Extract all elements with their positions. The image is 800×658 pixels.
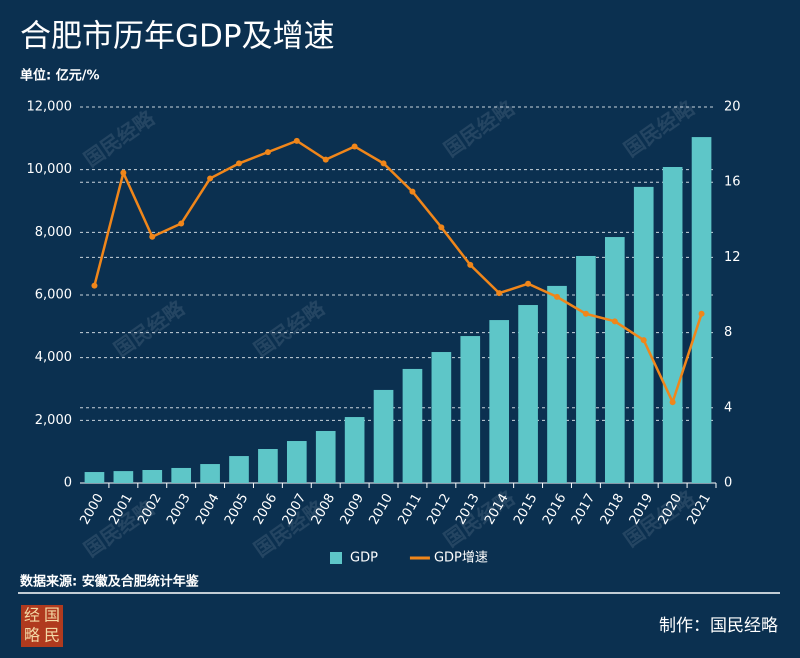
logo-char: 国 [44, 606, 60, 625]
bar [489, 320, 510, 483]
logo: 经 国 略 民 [21, 605, 63, 647]
point [293, 137, 300, 144]
point [611, 318, 618, 325]
point [438, 224, 445, 231]
y2-tick-label: 20 [724, 100, 741, 115]
bar [604, 237, 625, 483]
y2-tick-label: 4 [724, 400, 732, 415]
y2-tick-label: 8 [724, 325, 732, 340]
bar [113, 471, 134, 483]
bar [691, 137, 712, 483]
bar [518, 305, 538, 483]
point [525, 280, 532, 287]
logo-char: 经 [24, 606, 40, 625]
line [93, 139, 703, 406]
y2-tick-label: 0 [724, 476, 732, 491]
point [149, 233, 156, 240]
point [582, 310, 589, 317]
y-tick-label: 10,000 [27, 162, 73, 177]
bar [200, 464, 220, 483]
bar [344, 417, 365, 483]
point [236, 160, 242, 167]
bar [547, 285, 567, 483]
point [467, 261, 474, 268]
point [207, 175, 214, 182]
bar [142, 469, 163, 483]
bar [633, 186, 654, 483]
logo-char: 民 [44, 626, 60, 645]
logo-char: 略 [24, 626, 40, 645]
legend-label: GDP增速 [434, 551, 488, 566]
point [640, 337, 647, 344]
bar [171, 467, 192, 483]
bar [229, 456, 249, 483]
legend-label: GDP [350, 551, 378, 566]
unit-label: 单位: 亿元/% [20, 68, 100, 84]
bar [84, 472, 105, 483]
chart-title: 合肥市历年GDP及增速 [20, 19, 335, 55]
y-tick-label: 8,000 [35, 225, 72, 240]
y2-tick-label: 16 [724, 175, 741, 190]
credit: 制作：国民经略 [659, 616, 778, 636]
point [496, 290, 503, 297]
y2-tick-label: 12 [724, 250, 741, 265]
y-tick-label: 4,000 [35, 350, 72, 365]
point [322, 156, 329, 163]
point [120, 169, 127, 176]
point [178, 220, 185, 227]
bar [402, 368, 423, 483]
point [91, 282, 98, 289]
y-tick-label: 12,000 [27, 100, 73, 115]
bar [431, 352, 452, 483]
bar [662, 167, 683, 483]
source: 数据来源: 安徽及合肥统计年鉴 [20, 574, 200, 590]
bar [258, 449, 278, 483]
y-tick-label: 0 [64, 476, 72, 491]
bar [373, 389, 394, 483]
point [698, 310, 705, 317]
bar [286, 441, 307, 483]
point [351, 143, 358, 150]
y-tick-label: 2,000 [35, 413, 72, 428]
point [554, 293, 560, 300]
bar [460, 336, 481, 483]
point [380, 160, 387, 167]
legend-swatch [330, 552, 342, 564]
y-tick-label: 6,000 [35, 288, 72, 303]
point [264, 149, 271, 156]
logo-box [21, 605, 63, 647]
bar [315, 430, 336, 483]
point [409, 188, 416, 195]
bar [576, 255, 596, 483]
point [669, 399, 676, 406]
